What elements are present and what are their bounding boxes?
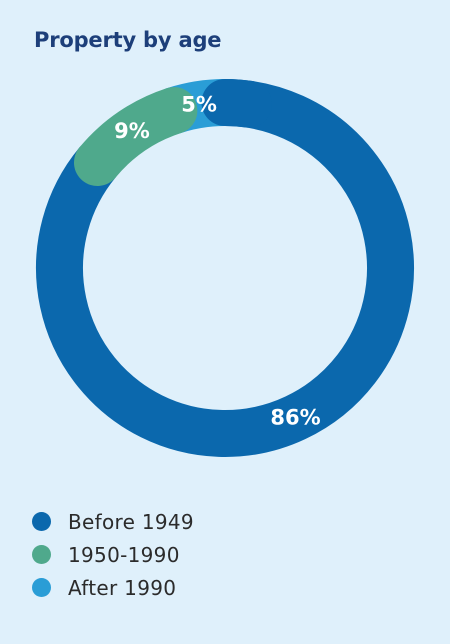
- legend-label-before-1949: Before 1949: [68, 509, 194, 534]
- donut-slice-before-1949: [36, 79, 414, 457]
- legend-swatch-after-1990: [32, 578, 51, 597]
- donut-slice-before-1949-cap: [201, 79, 272, 128]
- legend-label-after-1990: After 1990: [68, 575, 177, 600]
- chart-title: Property by age: [34, 28, 222, 52]
- donut-chart: 86% 9% 5%: [36, 79, 414, 457]
- donut-slice-1950-1990: [73, 87, 198, 187]
- slice-label-after-1990: 5%: [181, 93, 217, 117]
- legend-label-1950-1990: 1950-1990: [68, 542, 180, 567]
- slice-label-before-1949: 86%: [270, 406, 320, 430]
- legend-item-1950-1990: 1950-1990: [32, 538, 194, 571]
- legend: Before 1949 1950-1990 After 1990: [32, 505, 194, 604]
- slice-label-1950-1990: 9%: [114, 119, 150, 143]
- legend-swatch-1950-1990: [32, 545, 51, 564]
- legend-item-before-1949: Before 1949: [32, 505, 194, 538]
- legend-item-after-1990: After 1990: [32, 571, 194, 604]
- legend-swatch-before-1949: [32, 512, 51, 531]
